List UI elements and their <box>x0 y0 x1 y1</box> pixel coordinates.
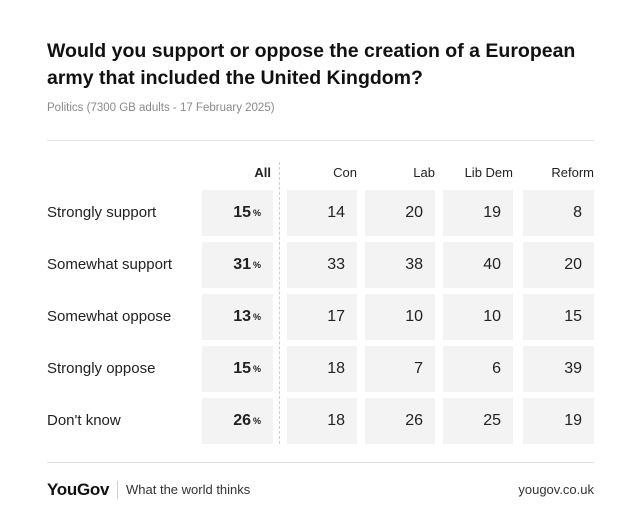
cell-all: 13% <box>202 294 273 340</box>
cell-value: 39 <box>523 346 594 392</box>
cell-value: 14 <box>287 190 357 236</box>
cell-value: 38 <box>365 242 435 288</box>
cell-all: 26% <box>202 398 273 444</box>
value-all: 26 <box>233 412 251 429</box>
column-header-lab: Lab <box>413 165 435 180</box>
cell-all: 15% <box>202 346 273 392</box>
row-label: Strongly oppose <box>47 360 156 377</box>
cell-value: 18 <box>287 398 357 444</box>
cell-value: 25 <box>443 398 513 444</box>
chart-title: Would you support or oppose the creation… <box>47 40 576 89</box>
footer-tagline: What the world thinks <box>126 482 251 497</box>
cell-value: 17 <box>287 294 357 340</box>
all-column-divider <box>279 162 280 444</box>
footer-separator <box>117 481 118 499</box>
cell-value: 15 <box>523 294 594 340</box>
percent-sign: % <box>252 364 261 374</box>
cell-value: 10 <box>443 294 513 340</box>
percent-sign: % <box>252 260 261 270</box>
cell-value: 26 <box>365 398 435 444</box>
cell-value: 8 <box>523 190 594 236</box>
footer-url-link[interactable]: yougov.co.uk <box>518 482 594 497</box>
row-label: Somewhat oppose <box>47 308 172 325</box>
bottom-divider <box>47 462 594 463</box>
column-header-reform: Reform <box>551 165 594 180</box>
value-all: 15 <box>233 360 251 377</box>
chart-subtitle: Politics (7300 GB adults - 17 February 2… <box>47 102 275 114</box>
cell-value: 19 <box>443 190 513 236</box>
row-label: Somewhat support <box>47 256 173 273</box>
percent-sign: % <box>252 208 261 218</box>
cell-value: 7 <box>365 346 435 392</box>
cell-value: 18 <box>287 346 357 392</box>
cell-value: 40 <box>443 242 513 288</box>
cell-value: 33 <box>287 242 357 288</box>
value-all: 15 <box>233 204 251 221</box>
row-label: Strongly support <box>47 204 157 221</box>
column-header-all: All <box>254 165 271 180</box>
top-divider <box>47 140 594 141</box>
cell-value: 20 <box>523 242 594 288</box>
cell-value: 20 <box>365 190 435 236</box>
value-all: 31 <box>233 256 251 273</box>
cell-value: 10 <box>365 294 435 340</box>
cell-all: 31% <box>202 242 273 288</box>
value-all: 13 <box>233 308 251 325</box>
percent-sign: % <box>252 416 261 426</box>
yougov-logo[interactable]: YouGov <box>47 480 110 499</box>
column-header-lib-dem: Lib Dem <box>464 165 513 180</box>
percent-sign: % <box>252 312 261 322</box>
column-header-con: Con <box>333 165 357 180</box>
cell-value: 6 <box>443 346 513 392</box>
cell-value: 19 <box>523 398 594 444</box>
cell-all: 15% <box>202 190 273 236</box>
row-label: Don't know <box>47 412 121 429</box>
